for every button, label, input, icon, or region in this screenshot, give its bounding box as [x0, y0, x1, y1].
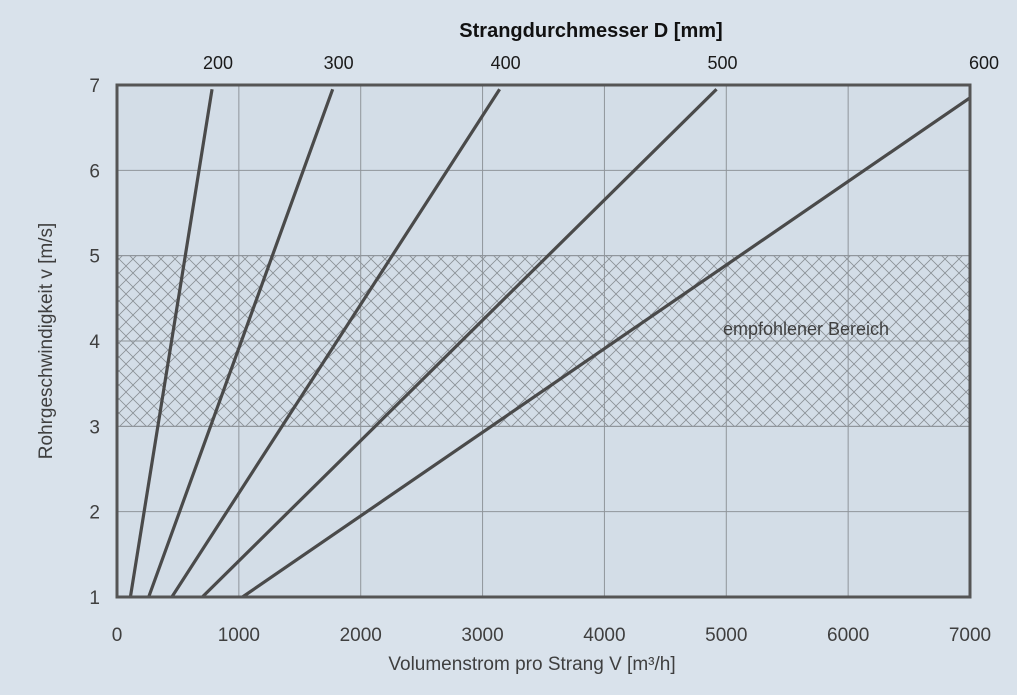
x-tick-label: 1000 [218, 625, 260, 646]
plot-frame [115, 83, 972, 599]
series-label-300: 300 [324, 53, 354, 73]
series-label-200: 200 [203, 53, 233, 73]
series-line-400 [170, 88, 501, 598]
x-tick-label: 0 [112, 625, 123, 646]
series-label-500: 500 [708, 53, 738, 73]
x-tick-label: 6000 [827, 625, 869, 646]
x-tick-label: 3000 [461, 625, 503, 646]
y-tick-label: 1 [89, 588, 100, 609]
chart-title: Strangdurchmesser D [mm] [459, 20, 722, 42]
series-lines [128, 88, 971, 599]
series-label-600: 600 [969, 53, 999, 73]
series-label-400: 400 [491, 53, 521, 73]
y-tick-label: 2 [89, 503, 100, 524]
series-line-300 [147, 88, 335, 598]
x-tick-label: 7000 [949, 625, 991, 646]
y-tick-label: 4 [89, 332, 100, 353]
x-tick-label: 5000 [705, 625, 747, 646]
x-tick-label: 4000 [583, 625, 625, 646]
series-labels: 200 300 400 500 600 [203, 53, 999, 73]
y-tick-labels: 1 2 3 4 5 6 7 [89, 76, 100, 609]
y-tick-label: 5 [89, 247, 100, 268]
y-axis-label: Rohrgeschwindigkeit v [m/s] [36, 223, 57, 460]
x-tick-labels: 0 1000 2000 3000 4000 5000 6000 7000 [112, 625, 991, 646]
y-tick-label: 7 [89, 76, 100, 97]
y-tick-label: 6 [89, 161, 100, 182]
y-tick-label: 3 [89, 417, 100, 438]
x-tick-label: 2000 [340, 625, 382, 646]
series-line-500 [201, 88, 718, 599]
series-line-200 [128, 89, 214, 598]
series-line-600 [241, 96, 971, 599]
recommended-band-label: empfohlener Bereich [723, 319, 889, 339]
x-axis-label: Volumenstrom pro Strang V [m³/h] [388, 654, 675, 675]
